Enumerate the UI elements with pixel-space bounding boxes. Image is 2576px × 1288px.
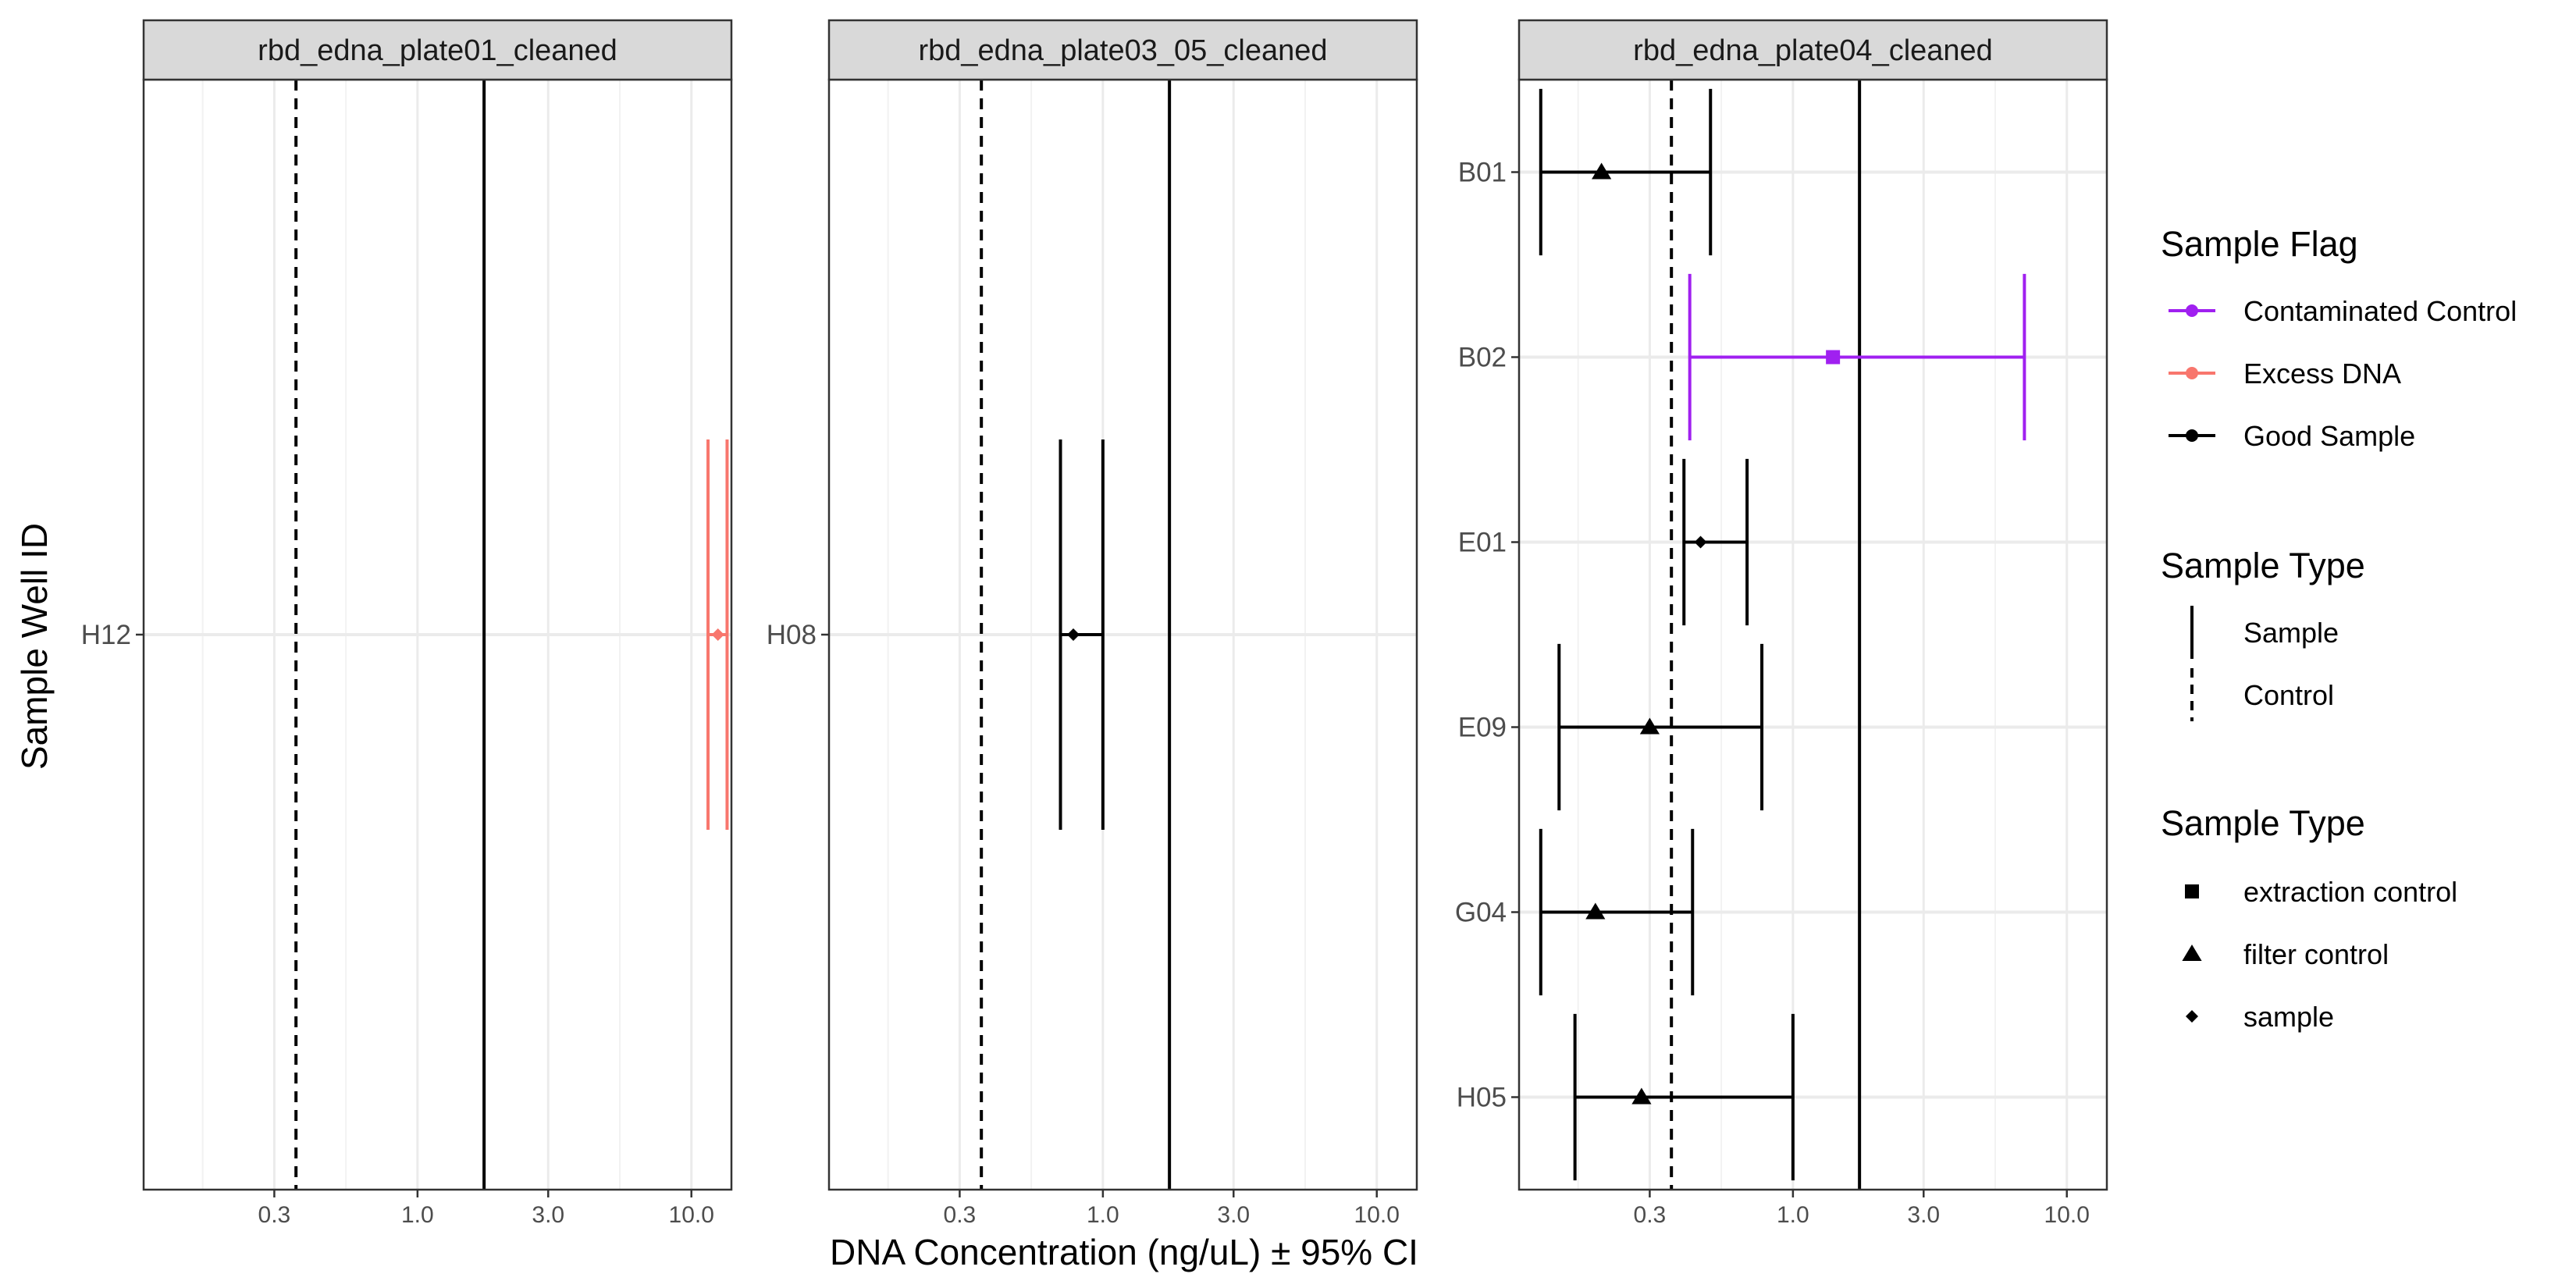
facet-panel: rbd_edna_plate03_05_cleaned 0.3 1.0 3.0 10.0… [767, 19, 1418, 1228]
legend-item-label: Excess DNA [2243, 358, 2401, 390]
data-point [1067, 628, 1080, 641]
legend-key-dot [2186, 429, 2198, 442]
legend-item-label: Good Sample [2243, 420, 2415, 452]
facet-strip [1517, 19, 2108, 81]
facet-strip-label: rbd_edna_plate01_cleaned [258, 34, 617, 67]
y-tick-label: E09 [1458, 713, 1507, 743]
legend-title: Sample Type [2161, 803, 2365, 843]
x-tick-label: 0.3 [1634, 1202, 1667, 1228]
x-tick-label: 1.0 [1777, 1202, 1809, 1228]
errorbar-group [1682, 458, 1749, 626]
y-tick-label: E01 [1458, 528, 1507, 558]
legend-item-label: filter control [2243, 938, 2389, 970]
data-point [1592, 162, 1612, 180]
errorbar-group [1059, 439, 1105, 830]
legend-key-dot [2186, 367, 2198, 379]
legend-key-shape [2182, 945, 2202, 961]
y-tick-label: B01 [1458, 158, 1507, 188]
legend-key-shape [2186, 1010, 2198, 1023]
errorbar-group [1573, 1013, 1795, 1181]
y-tick-label: H05 [1457, 1083, 1507, 1113]
legend-item-label: Contaminated Control [2243, 295, 2517, 327]
errorbar-group [1539, 828, 1695, 996]
data-point [1639, 717, 1660, 735]
legend-key-shape [2185, 884, 2199, 898]
data-point [1826, 350, 1841, 365]
facet-strip-label: rbd_edna_plate03_05_cleaned [918, 34, 1327, 67]
legend-item-label: sample [2243, 1001, 2334, 1033]
x-tick-label: 10.0 [2044, 1202, 2090, 1228]
y-axis-title: Sample Well ID [14, 523, 55, 770]
legend-item-label: Control [2243, 679, 2334, 711]
facet-panel: rbd_edna_plate01_cleaned 0.3 1.0 3.0 10.0 H12 [81, 19, 733, 1228]
legend-area: Sample Flag Contaminated Control Excess DN… [2161, 224, 2517, 1033]
facet-strip-label: rbd_edna_plate04_cleaned [1633, 34, 1993, 67]
y-tick-label: G04 [1455, 898, 1507, 928]
x-tick-label: 0.3 [258, 1202, 291, 1228]
legend-item-label: extraction control [2243, 876, 2457, 908]
x-tick-label: 1.0 [1087, 1202, 1119, 1228]
data-point [1585, 902, 1606, 920]
facet-strip [827, 19, 1418, 81]
facet-panel: rbd_edna_plate04_cleaned 0.3 1.0 3.0 10.0 B01… [1455, 19, 2108, 1228]
legend-title: Sample Type [2161, 546, 2365, 585]
x-tick-label: 10.0 [1354, 1202, 1400, 1228]
legend-item-label: Sample [2243, 617, 2339, 649]
errorbar-group [1557, 643, 1764, 811]
y-tick-label: H12 [81, 620, 131, 650]
x-axis-title: DNA Concentration (ng/uL) ± 95% CI [830, 1232, 1418, 1272]
x-tick-label: 1.0 [401, 1202, 434, 1228]
data-point [711, 628, 724, 641]
data-point [1631, 1087, 1652, 1105]
y-tick-label: H08 [767, 620, 817, 650]
x-tick-label: 0.3 [944, 1202, 977, 1228]
x-tick-label: 3.0 [1907, 1202, 1940, 1228]
y-tick-label: B02 [1458, 343, 1507, 373]
errorbar-group [706, 439, 729, 830]
errorbar-group [1688, 273, 2026, 441]
legend-key-dot [2186, 304, 2198, 317]
panel-background [1519, 80, 2107, 1190]
x-tick-label: 3.0 [532, 1202, 564, 1228]
facet-panels: rbd_edna_plate01_cleaned 0.3 1.0 3.0 10.0 H12… [81, 19, 2108, 1228]
x-tick-label: 10.0 [669, 1202, 714, 1228]
facet-strip [142, 19, 733, 81]
legend-title: Sample Flag [2161, 224, 2358, 264]
x-tick-label: 3.0 [1217, 1202, 1250, 1228]
errorbar-group [1539, 88, 1713, 256]
data-point [1694, 535, 1707, 549]
